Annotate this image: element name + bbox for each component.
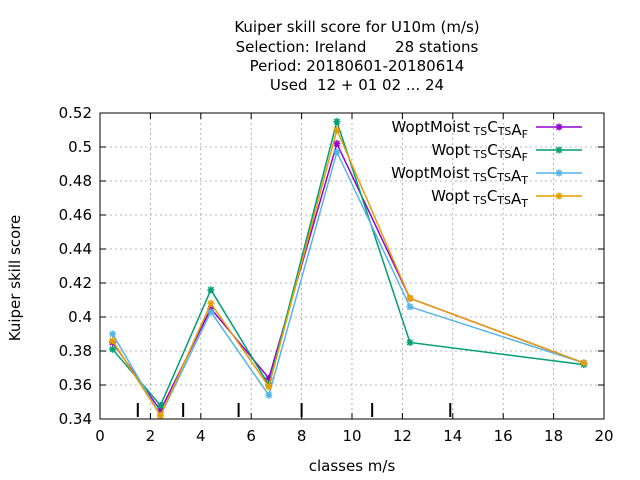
y-tick-label: 0.4 — [68, 308, 92, 326]
data-point — [406, 294, 414, 302]
x-tick-label: 2 — [146, 427, 156, 445]
x-tick-label: 20 — [594, 427, 613, 445]
chart-title: Kuiper skill score for U10m (m/s) Select… — [234, 18, 479, 94]
legend-label: WoptMoist TSCTSAF — [392, 118, 529, 141]
legend-entry-4: Wopt TSCTSAT — [431, 187, 582, 210]
x-tick-label: 16 — [494, 427, 513, 445]
data-point — [406, 303, 414, 311]
legend-label: WoptMoist TSCTSAT — [391, 164, 528, 187]
data-point — [109, 345, 117, 353]
data-point — [406, 339, 414, 346]
data-point — [207, 286, 215, 294]
y-tick-label: 0.52 — [59, 104, 92, 122]
legend-entry-1: WoptMoist TSCTSAF — [392, 118, 582, 141]
legend-label: Wopt TSCTSAT — [431, 187, 528, 210]
data-point — [207, 299, 215, 307]
legend-swatch-marker — [555, 192, 563, 200]
y-axis-label: Kuiper skill score — [6, 215, 24, 342]
data-point — [333, 140, 341, 148]
y-tick-label: 0.34 — [59, 410, 92, 428]
x-tick-label: 12 — [393, 427, 412, 445]
class-boundary-ticks — [136, 403, 452, 417]
legend-entry-2: Wopt TSCTSAF — [431, 141, 582, 164]
axis-ticks: 0 2 4 6 8 10 12 14 16 18 20 0.34 0.36 0.38 0.4 0.42 0.44… — [59, 104, 614, 445]
x-axis-label: classes m/s — [309, 457, 396, 475]
title-line-4: Used 12 + 01 02 ... 24 — [270, 76, 444, 94]
data-point — [580, 359, 588, 367]
data-point — [109, 337, 117, 345]
y-tick-label: 0.48 — [59, 172, 92, 190]
title-line-2: Selection: Ireland 28 stations — [236, 38, 479, 56]
legend-entry-3: WoptMoist TSCTSAT — [391, 164, 582, 187]
data-point — [333, 126, 341, 134]
y-tick-label: 0.46 — [59, 206, 92, 224]
x-tick-label: 14 — [443, 427, 462, 445]
title-line-1: Kuiper skill score for U10m (m/s) — [234, 18, 479, 36]
y-tick-label: 0.36 — [59, 376, 92, 394]
data-point — [109, 330, 117, 338]
legend-swatch-marker — [555, 123, 563, 131]
data-point — [333, 118, 341, 125]
legend-label: Wopt TSCTSAF — [431, 141, 528, 164]
data-point — [156, 401, 164, 409]
title-line-3: Period: 20180601-20180614 — [250, 57, 465, 75]
legend-swatch-marker — [555, 169, 563, 177]
y-tick-label: 0.44 — [59, 240, 92, 258]
legend-swatch-marker — [555, 146, 563, 154]
x-tick-label: 4 — [196, 427, 206, 445]
x-tick-label: 8 — [297, 427, 307, 445]
data-point — [265, 391, 273, 399]
x-tick-label: 10 — [342, 427, 361, 445]
data-point — [333, 148, 341, 156]
data-point — [156, 412, 164, 420]
data-point — [265, 383, 273, 391]
grid-lines — [100, 113, 604, 419]
y-tick-label: 0.38 — [59, 342, 92, 360]
y-tick-label: 0.5 — [68, 138, 92, 156]
x-tick-label: 0 — [95, 427, 105, 445]
series-4 — [109, 126, 588, 420]
data-point — [207, 308, 215, 316]
x-tick-label: 6 — [246, 427, 256, 445]
y-tick-label: 0.42 — [59, 274, 92, 292]
x-tick-label: 18 — [544, 427, 563, 445]
data-series — [109, 118, 588, 420]
